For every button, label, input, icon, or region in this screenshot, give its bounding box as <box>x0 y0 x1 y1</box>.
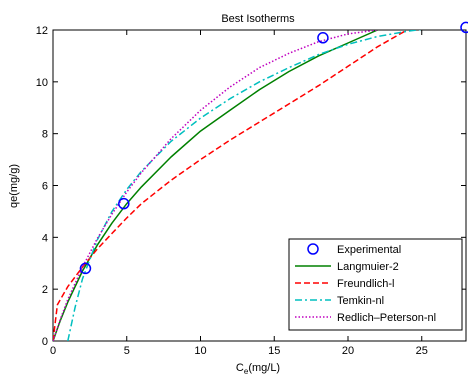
y-axis-label: qe(mg/g) <box>8 164 20 208</box>
y-tick-label: 6 <box>42 181 48 193</box>
series-line-temkin-nl <box>67 30 423 341</box>
series-line-freundlich-l <box>53 30 408 341</box>
x-axis: 0 5 10 15 20 25 <box>50 30 428 357</box>
x-axis-label-main: C <box>236 362 244 374</box>
data-point-experimental <box>79 262 92 275</box>
legend-swatch-marker <box>307 243 319 255</box>
legend-label: Temkin-nl <box>337 295 384 307</box>
x-tick-label: 0 <box>50 345 56 357</box>
series-layer <box>53 30 423 341</box>
y-tick-label: 0 <box>42 336 48 348</box>
chart-title: Best Isotherms <box>221 13 295 25</box>
y-tick-label: 4 <box>42 232 48 244</box>
x-tick-label: 5 <box>124 345 130 357</box>
y-tick-label: 12 <box>36 25 48 37</box>
legend: Experimental Langmuier-2 Freundlich-l Temki… <box>288 238 463 331</box>
y-tick-label: 10 <box>36 77 48 89</box>
x-axis-label-rest: (mg/L) <box>248 362 280 374</box>
data-point-experimental <box>118 197 130 210</box>
y-tick-label: 2 <box>42 284 48 296</box>
x-axis-label-subscript: e <box>244 367 249 376</box>
legend-label: Redlich–Peterson-nl <box>337 312 436 324</box>
legend-box <box>288 238 463 331</box>
x-tick-label: 25 <box>416 345 428 357</box>
series-line-redlich-peterson-nl <box>53 30 378 341</box>
data-point-experimental <box>460 21 468 34</box>
x-tick-label: 10 <box>194 345 206 357</box>
y-tick-label: 8 <box>42 129 48 141</box>
legend-label: Experimental <box>337 244 401 256</box>
legend-label: Langmuier-2 <box>337 261 399 273</box>
x-tick-label: 20 <box>342 345 354 357</box>
marker-layer <box>79 21 468 275</box>
data-point-experimental <box>317 32 329 44</box>
series-line-langmuier-2 <box>53 30 378 341</box>
x-tick-label: 15 <box>268 345 280 357</box>
x-axis-label: Ce(mg/L) <box>236 362 280 376</box>
y-axis: 0 2 4 6 8 10 12 <box>36 25 466 348</box>
legend-label: Freundlich-l <box>337 278 394 290</box>
